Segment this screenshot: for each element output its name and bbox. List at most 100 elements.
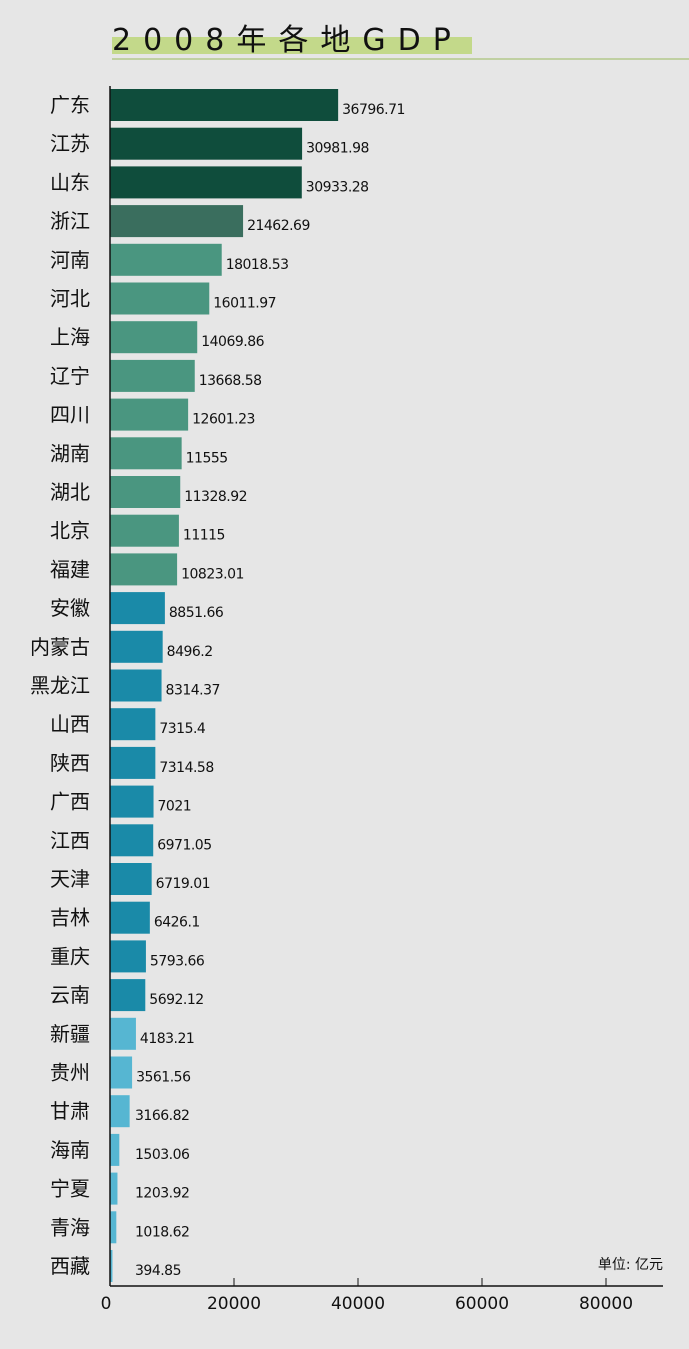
value-label: 11328.92: [184, 489, 247, 505]
category-label: 西藏: [50, 1254, 90, 1278]
chart-title: 2008年各地GDP: [112, 23, 463, 58]
value-label: 14069.86: [201, 334, 264, 350]
value-label: 7314.58: [159, 760, 213, 776]
bar: [110, 359, 195, 392]
value-label: 11555: [186, 450, 228, 466]
x-tick-label: 40000: [331, 1294, 385, 1314]
bar: [110, 630, 163, 663]
bar: [110, 901, 150, 934]
category-label: 黑龙江: [30, 674, 90, 698]
value-label: 7315.4: [159, 721, 206, 737]
value-label: 13668.58: [199, 373, 262, 389]
category-label: 吉林: [50, 906, 90, 930]
value-label: 394.85: [135, 1263, 181, 1279]
bar: [110, 1133, 120, 1166]
category-label: 云南: [50, 983, 90, 1007]
bar: [110, 166, 302, 199]
category-label: 贵州: [50, 1061, 90, 1085]
category-label: 河北: [50, 287, 90, 311]
bar: [110, 824, 154, 857]
value-label: 8496.2: [167, 644, 213, 660]
bar: [110, 1211, 117, 1244]
category-label: 海南: [50, 1138, 90, 1162]
value-label: 1018.62: [135, 1224, 189, 1240]
bar: [110, 669, 162, 702]
value-label: 1503.06: [135, 1147, 190, 1163]
bar: [110, 205, 244, 238]
value-label: 36796.71: [342, 102, 405, 118]
bar: [110, 1056, 133, 1089]
value-label: 30933.28: [306, 179, 369, 195]
x-tick-label: 20000: [207, 1294, 261, 1314]
category-label: 广西: [50, 790, 90, 814]
value-label: 6971.05: [157, 837, 211, 853]
category-label: 陕西: [50, 751, 90, 775]
value-label: 5692.12: [149, 992, 203, 1008]
category-label: 辽宁: [50, 364, 90, 388]
bar: [110, 476, 181, 508]
category-label: 重庆: [50, 944, 90, 968]
value-label: 10823.01: [181, 566, 244, 582]
category-label: 四川: [50, 403, 90, 427]
value-label: 8851.66: [169, 605, 224, 621]
bar: [110, 321, 198, 354]
category-label: 山西: [50, 712, 90, 736]
category-label: 湖南: [50, 441, 90, 465]
value-label: 1203.92: [135, 1186, 189, 1202]
category-label: 江苏: [50, 132, 90, 156]
bar: [110, 592, 165, 625]
title-highlight: [112, 37, 472, 54]
category-label: 青海: [50, 1215, 90, 1239]
bar: [110, 553, 178, 586]
bar: [110, 1017, 136, 1050]
value-label: 16011.97: [213, 296, 276, 312]
bar: [110, 398, 189, 431]
x-tick-label: 60000: [455, 1294, 509, 1314]
bar: [110, 89, 339, 121]
x-axis-ticks: 0 20000 40000 60000 80000: [101, 1278, 633, 1314]
value-label: 21462.69: [247, 218, 310, 234]
value-label: 18018.53: [226, 257, 289, 273]
category-label: 甘肃: [50, 1099, 90, 1123]
value-label: 7021: [158, 799, 192, 815]
value-label: 4183.21: [140, 1031, 194, 1047]
category-label: 河南: [50, 248, 90, 272]
x-tick-label: 0: [101, 1294, 112, 1314]
value-label: 8314.37: [166, 683, 220, 699]
value-label: 3561.56: [136, 1070, 191, 1086]
category-label: 北京: [50, 519, 90, 543]
value-label: 6426.1: [154, 915, 200, 931]
bars-group: 广东 36796.71 江苏 30981.98 山东 30933.28 浙江 21462.69…: [30, 89, 405, 1282]
category-label: 天津: [50, 867, 90, 891]
value-label: 6719.01: [156, 876, 210, 892]
unit-label: 单位: 亿元: [598, 1257, 663, 1273]
bar: [110, 437, 182, 470]
bar: [110, 127, 303, 160]
bar: [110, 979, 146, 1012]
bar: [110, 940, 146, 973]
bar: [110, 708, 156, 741]
category-label: 内蒙古: [30, 635, 90, 659]
bar: [110, 1250, 113, 1282]
x-tick-label: 80000: [579, 1294, 633, 1314]
bar: [110, 746, 156, 779]
value-label: 11115: [183, 528, 225, 544]
bar: [110, 863, 152, 895]
bar: [110, 282, 210, 315]
value-label: 5793.66: [150, 953, 205, 969]
category-label: 山东: [50, 170, 90, 194]
category-label: 江西: [50, 828, 90, 852]
category-label: 福建: [50, 557, 90, 581]
category-label: 上海: [50, 325, 90, 349]
bar: [110, 785, 154, 818]
category-label: 宁夏: [50, 1177, 90, 1201]
category-label: 广东: [50, 93, 90, 117]
value-label: 12601.23: [192, 412, 255, 428]
value-label: 3166.82: [135, 1108, 189, 1124]
category-label: 湖北: [50, 480, 90, 504]
bar: [110, 514, 179, 547]
category-label: 安徽: [50, 596, 90, 620]
category-label: 浙江: [50, 209, 90, 233]
bar: [110, 243, 222, 276]
